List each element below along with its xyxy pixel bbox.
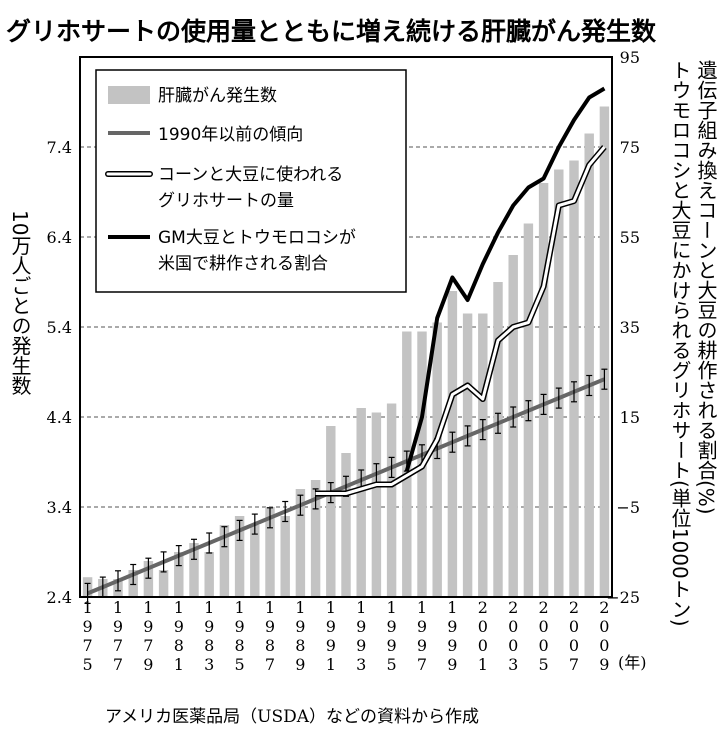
legend-box (95, 69, 407, 293)
left-axis-ticks: 2.4 3.4 4.4 5.4 6.4 7.4 (47, 138, 72, 607)
bar (158, 570, 169, 597)
bar (189, 543, 199, 597)
right-tick-label: 95 (620, 48, 640, 67)
bar (204, 552, 214, 597)
gm-crop-line (404, 86, 606, 472)
bar (265, 507, 275, 597)
glyphosate-line (315, 146, 606, 495)
bar (250, 525, 260, 597)
plot-frame (79, 56, 613, 598)
bar (584, 133, 594, 597)
left-tick-label: 3.4 (47, 498, 72, 517)
right-tick-label: 35 (620, 318, 640, 337)
right-tick-label: −5 (616, 498, 640, 517)
bar (371, 412, 382, 597)
legend-label-bar: 肝臓がん発生数 (158, 86, 277, 106)
source-note: アメリカ医薬品局（USDA）などの資料から作成 (105, 707, 479, 727)
bar (569, 160, 579, 597)
bar (432, 322, 442, 597)
bar (478, 313, 488, 597)
left-tick-label: 7.4 (47, 138, 72, 157)
bar (599, 106, 610, 597)
bar (462, 313, 473, 597)
left-tick-label: 2.4 (47, 588, 72, 607)
legend: 肝臓がん発生数 1990年以前の傾向 コーンと大豆に使われるグリホサートの量 G… (95, 69, 407, 293)
glyphosate-line-series (315, 145, 607, 497)
bar (219, 525, 230, 597)
gm-crop-line-series (404, 86, 606, 472)
right-axis-ticks: −25 −5 15 35 55 75 95 (606, 48, 640, 607)
x-axis-ticks: 1 9 7 5 1 9 7 7 1 9 7 9 1 9 8 1 1 9 8 3 1 9 8 5 1 9 8 7 1 9 8 9 1 9 9 1 1 9 9 3… (83, 598, 610, 674)
right-tick-label: 55 (620, 228, 640, 247)
bar (386, 403, 397, 597)
bar (280, 516, 290, 597)
legend-swatch-bar (108, 86, 150, 104)
left-tick-label: 5.4 (47, 318, 72, 337)
bar (538, 183, 549, 597)
left-axis-label: 10万人ごとの発生数 (8, 210, 32, 395)
bar (295, 489, 306, 597)
bar (234, 516, 245, 597)
right-axis-label-gm: 遺伝子組み換えコーンと大豆の耕作される割合(%) (694, 60, 718, 515)
bar (326, 426, 336, 597)
right-tick-label: 15 (620, 408, 640, 427)
bar (310, 480, 321, 597)
bar (554, 169, 564, 597)
chart-title: グリホサートの使用量とともに増え続ける肝臓がん発生数 (6, 17, 657, 46)
right-tick-label: 75 (620, 138, 640, 157)
bar (143, 561, 154, 597)
right-axis-label-glyphosate: トウモロコシと大豆にかけられるグリホサート(単位1000トン) (668, 60, 692, 627)
legend-label-gm: GM大豆とトウモロコシが米国で耕作される割合 (158, 228, 356, 274)
left-tick-label: 6.4 (47, 228, 72, 247)
left-tick-label: 4.4 (47, 408, 72, 427)
bar (356, 408, 366, 597)
legend-label-glyph: コーンと大豆に使われるグリホサートの量 (158, 164, 343, 211)
year-unit-label: (年) (618, 653, 647, 672)
bar (493, 282, 503, 597)
trend-line-series (84, 368, 608, 605)
right-tick-label: −25 (606, 588, 640, 607)
bar (174, 552, 184, 597)
bar (341, 453, 351, 597)
legend-label-trend: 1990年以前の傾向 (158, 125, 303, 145)
